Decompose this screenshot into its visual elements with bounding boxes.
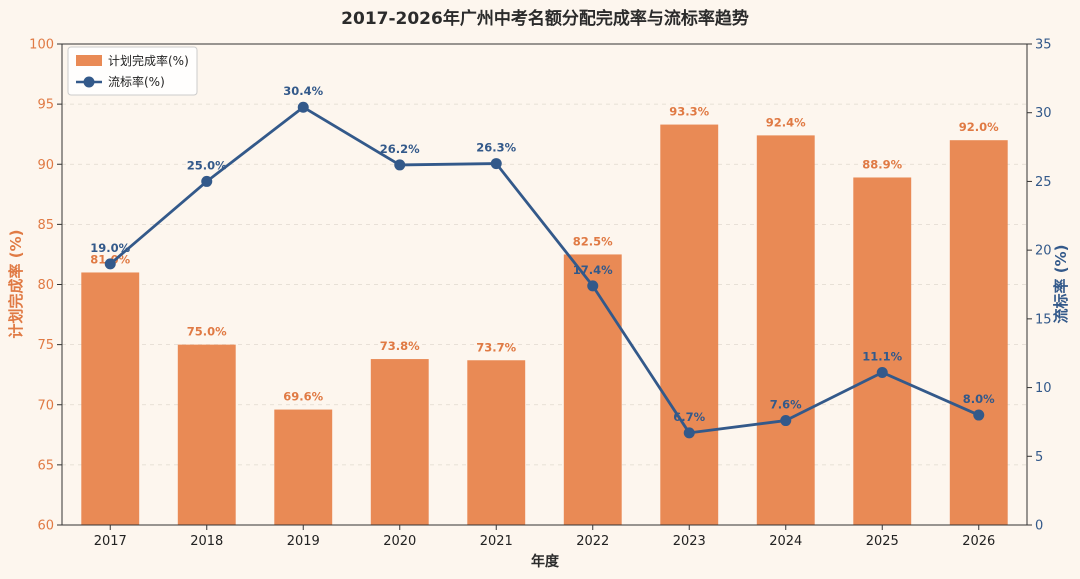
x-tick-label-2022: 2022 [576,534,609,549]
line-point-2025 [876,366,888,378]
bar-2022 [563,254,622,525]
line-label-2026: 8.0% [963,392,995,406]
line-series-path [109,105,980,435]
x-tick-label-2021: 2021 [480,534,513,549]
y-right-tick-label-5: 5 [1035,450,1043,465]
bars-group: 81.0%75.0%69.6%73.8%73.7%82.5%93.3%92.4%… [81,105,1008,526]
legend-bar-label: 计划完成率(%) [108,53,189,68]
x-tick-label-2023: 2023 [673,534,706,549]
bar-2024 [756,135,815,525]
y-left-tick-label-80: 80 [37,278,54,293]
bar-2020 [370,359,429,525]
bar-2025 [853,177,912,526]
y-left-tick-label-100: 100 [29,38,54,53]
y-right-tick-label-20: 20 [1035,244,1052,259]
bar-label-2022: 82.5% [573,234,613,248]
y-right-tick-label-0: 0 [1035,519,1043,534]
line-point-2022 [587,280,599,292]
y-left-tick-label-75: 75 [37,338,54,353]
y-left-tick-label-70: 70 [37,398,54,413]
line-series-group: 19.0% 25.0% 30.4% 26.2% 26.3% 17.4% 6.7% 7.6% 11… [90,84,995,439]
bar-2023 [660,124,719,525]
bar-label-2026: 92.0% [959,120,999,134]
bar-label-2024: 92.4% [766,115,806,129]
bar-2018 [177,344,236,525]
y-left-tick-label-95: 95 [37,98,54,113]
line-label-2021: 26.3% [476,141,516,155]
line-point-2026 [973,409,985,421]
x-tick-label-2020: 2020 [383,534,416,549]
line-label-2023: 6.7% [673,410,705,424]
bar-label-2019: 69.6% [283,390,323,404]
y-axis-left-title: 计划完成率 (%) [7,230,25,339]
y-left-tick-label-65: 65 [37,458,54,473]
line-point-2024 [780,415,792,427]
y-left-tick-label-60: 60 [37,519,54,534]
bar-label-2023: 93.3% [669,105,709,119]
line-label-2025: 11.1% [862,349,902,363]
line-point-2018 [201,175,213,187]
x-tick-label-2026: 2026 [962,534,995,549]
line-label-2019: 30.4% [283,84,323,98]
chart-title: 2017-2026年广州中考名额分配完成率与流标率趋势 [341,8,749,29]
legend-line-marker [83,76,95,88]
line-label-2020: 26.2% [380,142,420,156]
y-right-tick-label-35: 35 [1035,38,1052,53]
bar-label-2020: 73.8% [380,339,420,353]
y-right-tick-label-25: 25 [1035,175,1052,190]
line-point-2019 [297,101,309,113]
x-tick-label-2025: 2025 [866,534,899,549]
legend-bar-swatch [76,55,102,66]
y-right-tick-label-30: 30 [1035,106,1052,121]
line-point-2020 [394,159,406,171]
x-axis-title: 年度 [531,553,560,570]
line-label-2022: 17.4% [573,263,613,277]
line-label-2018: 25.0% [187,158,227,172]
line-label-2017: 19.0% [90,241,130,255]
x-tick-label-2018: 2018 [190,534,223,549]
line-point-2017 [104,258,116,270]
y-left-tick-label-85: 85 [37,218,54,233]
bar-2017 [81,272,140,525]
y-right-tick-label-15: 15 [1035,312,1052,327]
legend: 计划完成率(%) 流标率(%) [67,46,198,96]
y-axis-right-title: 流标率 (%) [1052,245,1070,324]
line-label-2024: 7.6% [770,398,802,412]
bar-2026 [949,140,1008,525]
y-left-tick-label-90: 90 [37,158,54,173]
line-point-2021 [490,158,502,170]
bar-label-2025: 88.9% [862,157,902,171]
x-tick-label-2019: 2019 [287,534,320,549]
x-tick-label-2017: 2017 [94,534,127,549]
legend-line-label: 流标率(%) [108,74,165,89]
x-tick-label-2024: 2024 [769,534,802,549]
bar-2019 [274,409,333,525]
y-right-tick-label-10: 10 [1035,381,1052,396]
line-point-2023 [683,427,695,439]
bar-label-2018: 75.0% [187,325,227,339]
bar-label-2021: 73.7% [476,340,516,354]
bar-2021 [467,360,526,525]
